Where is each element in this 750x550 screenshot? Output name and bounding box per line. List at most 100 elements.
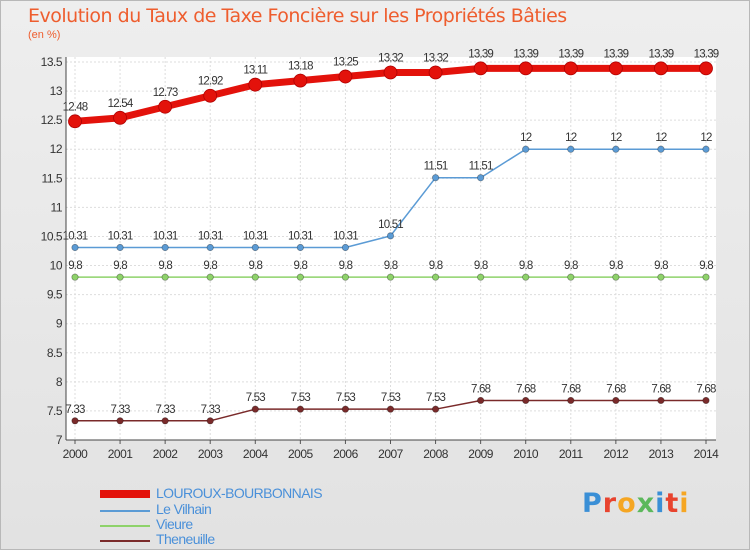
data-label: 7.33 — [110, 404, 130, 416]
data-point — [431, 273, 440, 281]
x-tick-label: 2007 — [378, 447, 404, 461]
y-tick-label: 9.5 — [47, 288, 63, 302]
chart-title: Evolution du Taux de Taxe Foncière sur l… — [28, 5, 567, 27]
series-0: 12.48 12.54 12.73 12.92 13.11 13.18 13.25 13.32… — [63, 48, 720, 129]
data-point — [296, 273, 304, 281]
data-label: 13.18 — [288, 61, 313, 73]
data-point — [522, 273, 530, 281]
data-label: 12.48 — [63, 101, 88, 113]
data-label: 9.8 — [699, 260, 713, 272]
data-point — [71, 243, 79, 252]
logo-letter: r — [602, 488, 618, 519]
data-point — [248, 77, 263, 92]
data-label: 9.8 — [113, 260, 127, 272]
data-point — [386, 273, 395, 281]
x-tick-label: 2008 — [423, 447, 449, 461]
legend-swatch — [100, 510, 150, 512]
legend-swatch — [100, 540, 150, 542]
data-point — [293, 73, 308, 88]
data-label: 11.51 — [469, 161, 493, 173]
series-2: 9.8 9.8 9.8 9.8 9.8 9.8 9.8 9.8 9.8 9.8 9.8 9.8 9.8 9… — [68, 260, 714, 281]
data-point — [612, 396, 620, 405]
data-point — [702, 273, 710, 281]
data-point — [477, 396, 485, 405]
x-tick-label: 2013 — [649, 447, 675, 461]
y-tick-label: 10.5 — [41, 229, 63, 243]
data-point — [113, 110, 127, 125]
logo-letter: x — [636, 488, 656, 519]
data-label: 11.51 — [424, 161, 448, 173]
data-point — [68, 114, 82, 129]
x-tick-label: 2009 — [468, 447, 494, 461]
data-point — [71, 417, 79, 425]
data-point — [522, 396, 530, 405]
data-label: 7.53 — [336, 392, 356, 404]
data-label: 9.8 — [609, 260, 623, 272]
y-tick-label: 10 — [50, 259, 63, 273]
unit-label: (en %) — [28, 29, 61, 41]
data-point — [161, 273, 169, 281]
data-point — [518, 61, 533, 76]
y-tick-label: 7.5 — [47, 404, 63, 418]
data-label: 12 — [520, 132, 532, 144]
data-label: 7.53 — [381, 392, 401, 404]
data-label: 7.33 — [156, 404, 176, 416]
data-point — [158, 99, 173, 114]
data-point — [383, 65, 398, 80]
series-1: 10.31 10.31 10.31 10.31 10.31 10.31 10.31 10.51… — [63, 132, 713, 252]
data-point — [702, 145, 710, 153]
data-point — [251, 405, 259, 413]
data-label: 13.25 — [333, 57, 358, 69]
data-label: 9.8 — [294, 260, 308, 272]
data-label: 12 — [655, 132, 667, 144]
y-tick-label: 7 — [56, 433, 63, 447]
data-point — [341, 243, 350, 252]
data-point — [203, 88, 218, 103]
plot-area — [66, 57, 716, 440]
data-point — [657, 396, 665, 405]
data-label: 10.51 — [378, 219, 403, 231]
data-label: 7.53 — [426, 392, 446, 404]
data-point — [563, 61, 578, 76]
data-label: 7.68 — [516, 383, 536, 395]
data-point — [428, 65, 443, 80]
y-tick-label: 12 — [50, 142, 63, 156]
data-point — [567, 396, 575, 405]
logo-letter: o — [617, 488, 637, 519]
data-label: 12.92 — [198, 76, 223, 88]
logo-letter: P — [582, 488, 603, 519]
data-label: 9.8 — [564, 260, 578, 272]
x-tick-label: 2012 — [604, 447, 630, 461]
data-point — [522, 145, 530, 153]
data-label: 7.68 — [561, 383, 581, 395]
data-label: 9.8 — [519, 260, 533, 272]
data-point — [477, 273, 485, 281]
data-label: 9.8 — [429, 260, 443, 272]
data-label: 13.39 — [603, 48, 628, 60]
data-point — [251, 243, 259, 252]
legend-label: LOUROUX-BOURBONNAIS — [156, 485, 323, 501]
data-point — [702, 396, 710, 405]
data-point — [431, 174, 440, 182]
data-label: 7.33 — [65, 404, 85, 416]
data-point — [477, 174, 485, 182]
y-tick-label: 9 — [56, 317, 63, 331]
data-label: 13.39 — [694, 48, 719, 60]
data-label: 9.8 — [248, 260, 262, 272]
data-point — [386, 232, 395, 240]
data-label: 7.68 — [606, 383, 626, 395]
y-tick-label: 11 — [51, 200, 63, 214]
y-tick-label: 13 — [50, 84, 63, 98]
data-label: 13.11 — [243, 65, 267, 77]
data-point — [206, 243, 214, 252]
data-point — [654, 61, 668, 76]
data-label: 10.31 — [243, 231, 268, 243]
data-label: 9.8 — [384, 260, 398, 272]
data-point — [71, 273, 79, 281]
data-label: 7.68 — [471, 383, 491, 395]
data-label: 13.32 — [378, 52, 403, 64]
legend-swatch — [100, 525, 150, 527]
legend-label: Le Vilhain — [156, 501, 212, 517]
legend-label: Theneuille — [156, 531, 215, 547]
